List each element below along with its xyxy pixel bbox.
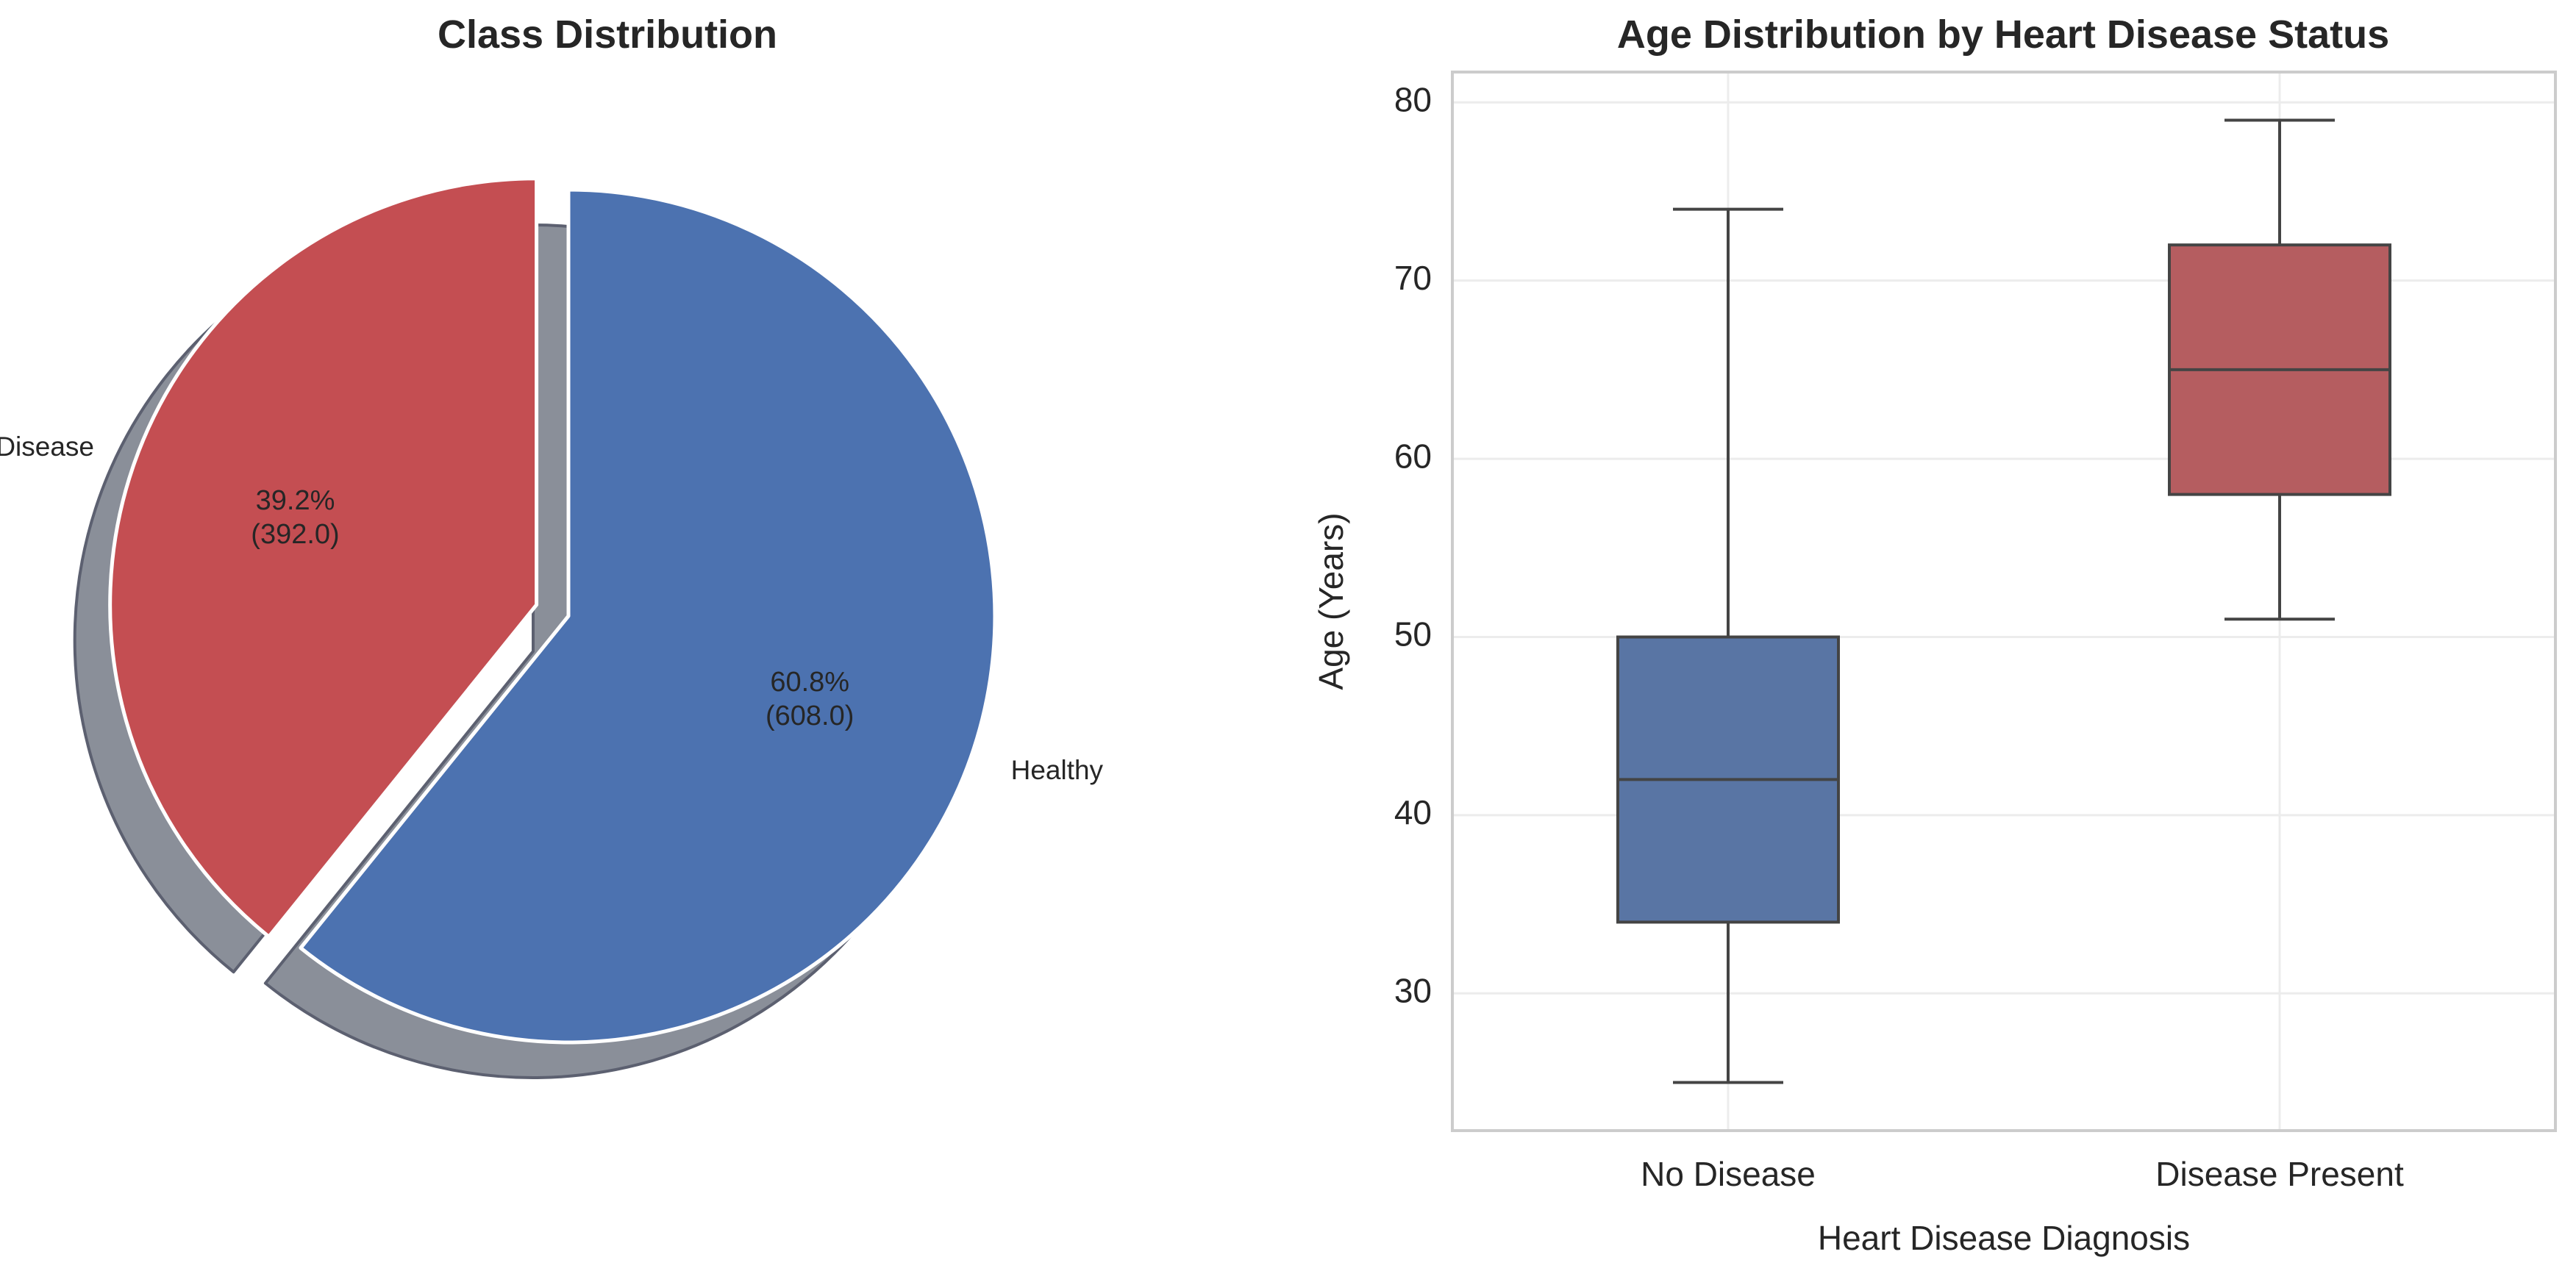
y-tick-label: 30 bbox=[1394, 971, 1432, 1009]
x-tick-label: No Disease bbox=[1641, 1155, 1816, 1193]
box-no-disease bbox=[1616, 207, 1840, 1084]
box-disease-present bbox=[2168, 118, 2391, 621]
y-axis-ticks: 30 40 50 60 70 80 bbox=[1394, 80, 1432, 1009]
pie-label-healthy: Healthy bbox=[1011, 755, 1104, 785]
pie-slice-healthy bbox=[299, 187, 997, 1045]
pie-percent-label-heart-disease: 39.2% bbox=[256, 485, 335, 516]
y-tick-label: 60 bbox=[1394, 437, 1432, 475]
box-plot-panel: Age Distribution by Heart Disease Status… bbox=[1312, 12, 2557, 1257]
pie-count-label-healthy: (608.0) bbox=[766, 701, 854, 731]
box-plot-frame bbox=[1451, 71, 2557, 1132]
y-axis-label: Age (Years) bbox=[1312, 512, 1350, 690]
pie-label-heart-disease: Heart Disease bbox=[0, 432, 94, 462]
x-axis-ticks: No Disease Disease Present bbox=[1641, 1155, 2404, 1193]
x-axis-label: Heart Disease Diagnosis bbox=[1818, 1219, 2190, 1257]
y-tick-label: 40 bbox=[1394, 793, 1432, 831]
pie-slices bbox=[108, 176, 997, 1045]
pie-labels: Healthy 60.8%(608.0) Heart Disease 39.2%(39… bbox=[0, 432, 1104, 785]
pie-percent-label-healthy: 60.8% bbox=[770, 667, 849, 698]
pie-slice-heart-disease bbox=[108, 176, 539, 939]
box-plot-boxes bbox=[1616, 118, 2391, 1084]
box-plot-title: Age Distribution by Heart Disease Status bbox=[1617, 12, 2389, 57]
pie-chart-panel: Class Distribution Healthy60.8%(608.0)He… bbox=[0, 12, 1104, 1079]
pie-chart-title: Class Distribution bbox=[438, 12, 777, 57]
y-tick-label: 80 bbox=[1394, 80, 1432, 118]
x-tick-label: Disease Present bbox=[2155, 1155, 2404, 1193]
y-tick-label: 50 bbox=[1394, 615, 1432, 654]
y-tick-label: 70 bbox=[1394, 259, 1432, 297]
pie-count-label-heart-disease: (392.0) bbox=[251, 519, 339, 550]
